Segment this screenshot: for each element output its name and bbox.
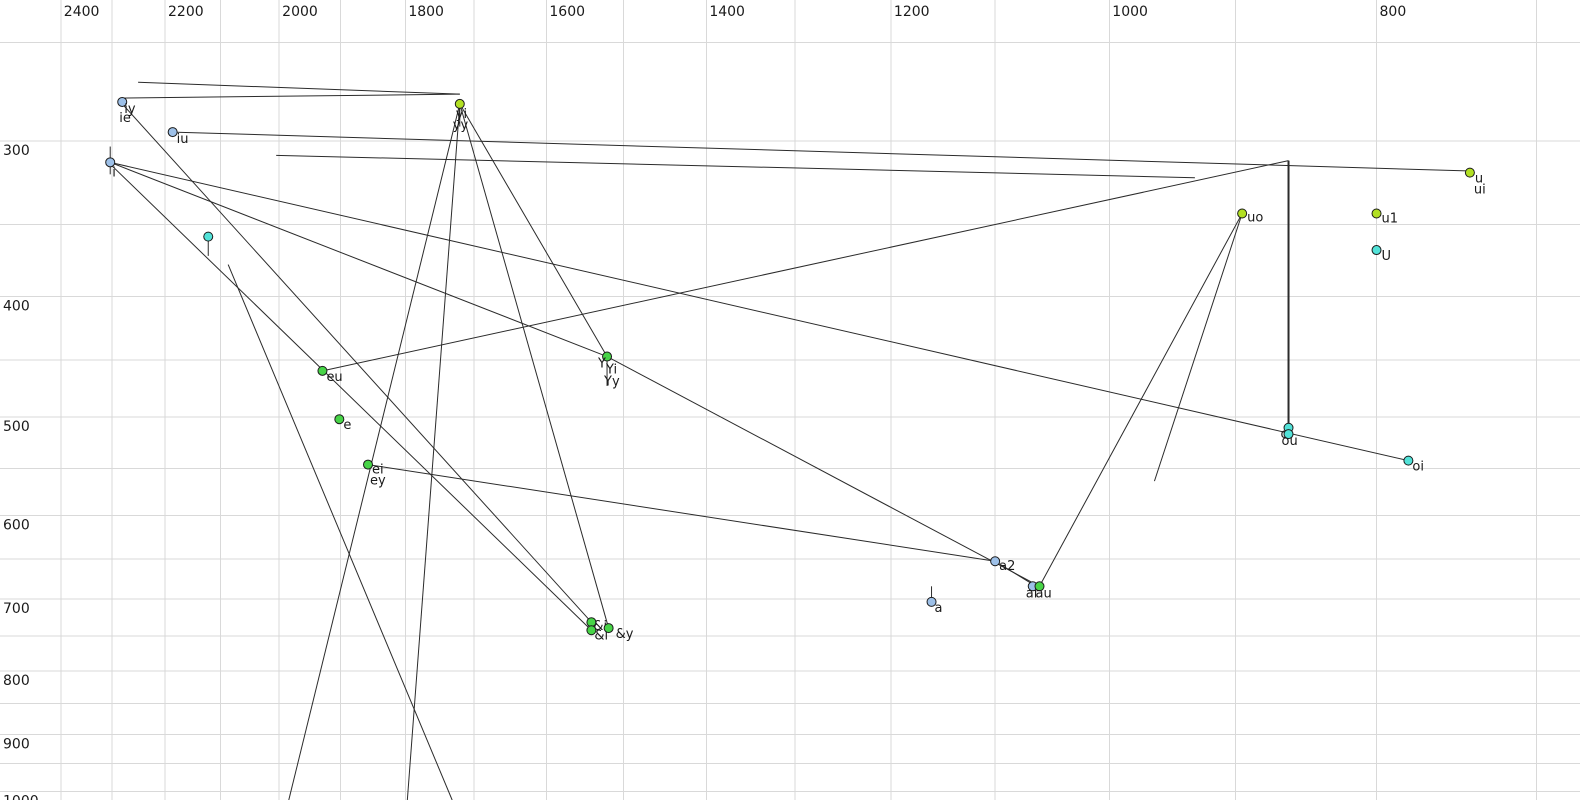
- point-iu[interactable]: [167, 127, 178, 138]
- point-label-andy-0: &y: [616, 627, 634, 642]
- point-au[interactable]: [1034, 581, 1045, 592]
- point-label-andi-1-0: &i: [593, 619, 607, 634]
- point-label-u1-0: u1: [1382, 212, 1399, 227]
- point-label-yi-yy-1: yy: [453, 118, 469, 133]
- x-tick-label-1200: 1200: [894, 4, 930, 20]
- point-i[interactable]: [105, 157, 116, 168]
- point-label-iu-0: iu: [177, 132, 189, 147]
- trajectory-line-1: [122, 93, 460, 99]
- point-label-ei-ey-1: ey: [370, 474, 386, 489]
- point-label-iy-ie-0: iy: [124, 102, 136, 117]
- x-tick-label-2200: 2200: [168, 4, 204, 20]
- trajectory-line-12: [227, 264, 453, 800]
- point-label-au-0: au: [1036, 586, 1052, 601]
- trajectory-line-13: [322, 160, 1289, 372]
- trajectory-line-15: [1039, 213, 1243, 587]
- trajectory-line-7: [459, 103, 610, 629]
- trajectory-line-2: [172, 131, 1467, 172]
- point-label-a2-0: a2: [999, 559, 1015, 574]
- point-a[interactable]: [926, 596, 937, 607]
- point-andy[interactable]: [603, 623, 614, 634]
- trajectory-line-11: [109, 163, 592, 631]
- point-label-ei-ey-0: ei: [372, 463, 384, 478]
- point-oi[interactable]: [1403, 455, 1414, 466]
- point-Y-Yi-Yy[interactable]: [602, 351, 613, 362]
- y-tick-label-600: 600: [3, 518, 30, 534]
- trajectory-line-0: [138, 81, 460, 95]
- point-eu[interactable]: [317, 365, 328, 376]
- y-tick-label-700: 700: [3, 601, 30, 617]
- x-tick-label-1400: 1400: [709, 4, 745, 20]
- trajectory-line-3: [276, 154, 1195, 179]
- point-label-yi-yy-0: yi: [456, 107, 467, 122]
- point-label-iy-ie-1: ie: [119, 111, 131, 126]
- x-tick-label-1800: 1800: [408, 4, 444, 20]
- point-u1[interactable]: [1371, 208, 1382, 219]
- point-unlabeled[interactable]: [203, 231, 214, 242]
- trajectory-line-17: [367, 464, 996, 562]
- point-U[interactable]: [1371, 245, 1382, 256]
- point-label-Y-Yi-Yy-1: Yi: [605, 363, 617, 378]
- point-label-u-ui-1: ui: [1474, 183, 1486, 198]
- point-andi-2[interactable]: [586, 625, 597, 636]
- point-label-i-0: i: [112, 165, 116, 180]
- trajectory-line-5: [110, 161, 608, 358]
- y-tick-label-800: 800: [3, 673, 30, 689]
- point-label-Y-Yi-Yy-2: Yy: [603, 375, 620, 390]
- point-iy-ie[interactable]: [117, 96, 128, 107]
- trajectory-line-9: [288, 103, 461, 800]
- point-label-U-0: U: [1382, 249, 1392, 264]
- point-label-ai-0: ai: [1026, 586, 1038, 601]
- point-label-Y-Yi-Yy-0: Y: [597, 357, 606, 372]
- point-label-eu-0: eu: [326, 370, 342, 385]
- trajectory-line-6: [459, 103, 608, 357]
- point-a2[interactable]: [990, 556, 1001, 567]
- x-tick-label-1600: 1600: [549, 4, 585, 20]
- trajectory-line-4: [110, 161, 1409, 462]
- point-e[interactable]: [334, 414, 345, 425]
- y-tick-label-1000: 1000: [3, 793, 39, 800]
- point-label-u-ui-0: u: [1475, 172, 1483, 187]
- point-ou[interactable]: [1283, 429, 1294, 440]
- point-label-a-0: a: [935, 601, 943, 616]
- point-label-ou-0: ou: [1282, 434, 1298, 449]
- trajectory-line-19: [606, 356, 1040, 587]
- point-ei-ey[interactable]: [363, 459, 374, 470]
- y-tick-label-900: 900: [3, 737, 30, 753]
- y-tick-label-300: 300: [3, 143, 30, 159]
- x-tick-label-800: 800: [1380, 4, 1407, 20]
- point-label-andi-2-0: &i: [594, 628, 608, 643]
- point-label-oi-0: oi: [1412, 460, 1424, 475]
- x-tick-label-1000: 1000: [1112, 4, 1148, 20]
- trajectory-line-8: [406, 103, 461, 800]
- trajectory-line-16: [1153, 213, 1243, 482]
- point-uo[interactable]: [1237, 208, 1248, 219]
- x-tick-label-2400: 2400: [64, 4, 100, 20]
- point-label-e-0: e: [343, 418, 351, 433]
- x-tick-label-2000: 2000: [282, 4, 318, 20]
- y-tick-label-400: 400: [3, 299, 30, 315]
- point-u-ui[interactable]: [1464, 167, 1475, 178]
- point-yi-yy[interactable]: [454, 98, 465, 109]
- point-label-uo-0: uo: [1247, 211, 1263, 226]
- y-tick-label-500: 500: [3, 419, 30, 435]
